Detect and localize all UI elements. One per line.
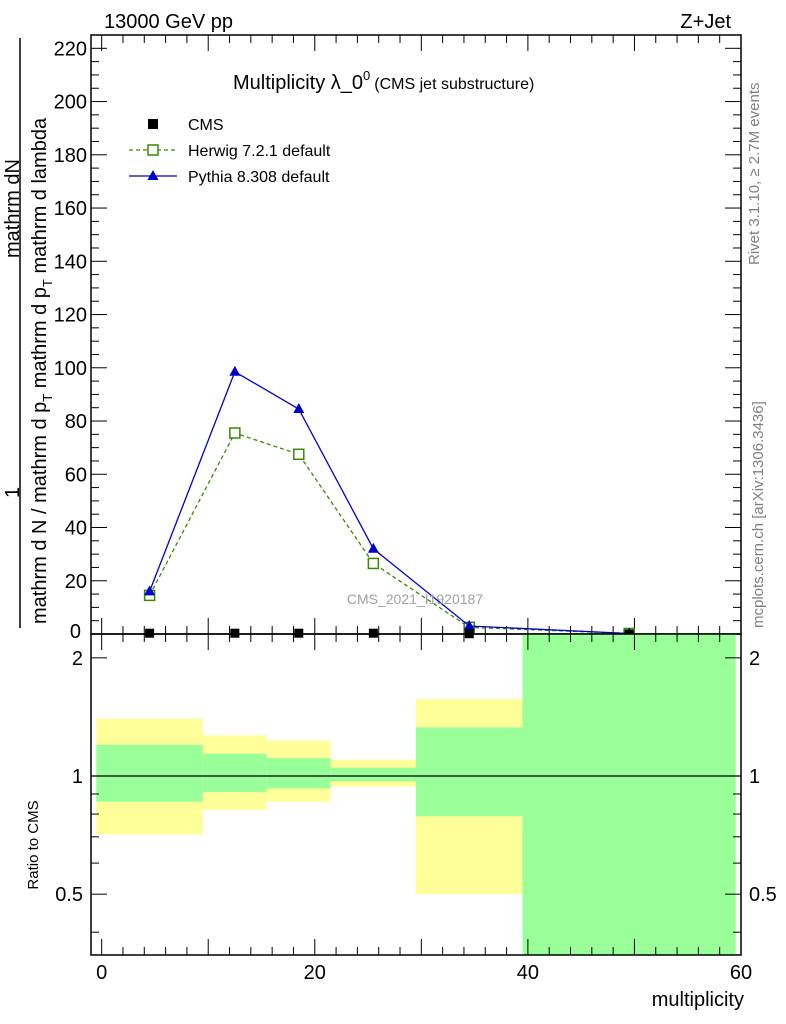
ylabel-denominator-sub2: T — [40, 279, 55, 287]
ratio-ylabel: Ratio to CMS — [25, 800, 42, 889]
ylabel-denominator-sub: T — [40, 394, 55, 402]
main-ytick-label: 120 — [54, 305, 87, 327]
plot-title: Multiplicity λ_00 (CMS jet substructure) — [233, 68, 534, 94]
ratio-xtick-label: 20 — [304, 962, 326, 984]
ylabel-numerator: mathrm d N / mathrm d pT mathrm d pT mat… — [29, 117, 55, 624]
ratio-xtick-label: 0 — [96, 962, 107, 984]
header-process: Z+Jet — [680, 11, 731, 33]
main-ytick-label: 80 — [65, 411, 87, 433]
plot-title-sup: 0 — [363, 68, 370, 83]
herwig-point — [293, 448, 305, 461]
header-energy: 13000 GeV pp — [104, 11, 233, 33]
pythia-point — [229, 365, 241, 376]
herwig-point — [367, 557, 380, 570]
main-ytick-label: 140 — [54, 251, 87, 273]
main-ytick-label-zero: 0 — [70, 621, 81, 643]
main-ytick-label: 220 — [54, 38, 87, 60]
main-ytick-label: 60 — [65, 464, 87, 486]
ratio-band-green-2 — [266, 758, 331, 789]
side-text-mcplots: mcplots.cern.ch [arXiv:1306.3436] — [750, 401, 767, 628]
ratio-ytick-label: 1 — [72, 766, 83, 788]
ratio-xtick-label: 60 — [730, 962, 752, 984]
ylabel-one: 1 — [2, 487, 24, 498]
ratio-band-green-0 — [96, 744, 203, 802]
ratio-ytick-label-right: 2 — [749, 648, 760, 670]
main-panel: 20 40 60 80 100 120 140 160 180 200 220 0 CMS Herwig … — [54, 34, 742, 643]
main-ytick-label: 180 — [54, 145, 87, 167]
ratio-band-green-3 — [330, 767, 416, 782]
ylabel-denominator-mid: mathrm d p — [29, 287, 51, 394]
main-ytick-label: 20 — [65, 571, 87, 593]
ratio-ytick-label-right: 1 — [749, 766, 760, 788]
legend-label-0: CMS — [188, 117, 224, 134]
pythia-point — [293, 403, 305, 414]
side-text-rivet: Rivet 3.1.10, ≥ 2.7M events — [746, 83, 763, 266]
ratio-band-green-1 — [202, 753, 267, 793]
pythia-line — [149, 370, 630, 635]
herwig-point — [229, 427, 241, 439]
main-ylabel: 1 mathrm d N / mathrm d pT mathrm d pT m… — [2, 38, 55, 628]
legend-label-1: Herwig 7.2.1 default — [188, 143, 331, 160]
ratio-ytick-label-right: 0.5 — [749, 884, 777, 906]
legend-herwig-marker — [147, 144, 159, 156]
legend: CMS Herwig 7.2.1 default Pythia 8.308 defa… — [129, 117, 331, 186]
plot-title-main: Multiplicity λ_0 — [233, 72, 363, 94]
main-ytick-label: 100 — [54, 358, 87, 380]
pythia-point — [463, 620, 475, 631]
legend-label-2: Pythia 8.308 default — [188, 169, 330, 186]
ylabel-denominator: mathrm d N / mathrm d p — [29, 402, 51, 624]
ratio-ytick-label: 2 — [72, 648, 83, 670]
cms-point — [145, 628, 155, 638]
ratio-band-green-4 — [416, 727, 523, 817]
pythia-point — [144, 585, 156, 596]
cms-point — [368, 628, 378, 638]
ratio-frame — [90, 633, 742, 956]
cms-point — [230, 628, 240, 638]
ratio-ytick-label: 0.5 — [55, 884, 83, 906]
ratio-band-green-5 — [522, 634, 736, 955]
plot-title-sub: (CMS jet substructure) — [374, 76, 534, 93]
legend-pythia-marker — [147, 170, 159, 180]
ylabel-dN: mathrm dN — [2, 159, 24, 258]
main-ytick-label: 200 — [54, 92, 87, 114]
ylabel-denominator-tail: mathrm d lambda — [29, 117, 51, 279]
ratio-panel: 0 20 40 60 0.5 0.5 1 1 2 2 — [55, 633, 777, 984]
herwig-line — [149, 432, 630, 635]
main-ytick-label: 40 — [65, 518, 87, 540]
watermark: CMS_2021_I1920187 — [347, 591, 483, 607]
ratio-xtick-label: 40 — [517, 962, 539, 984]
main-ytick-label: 160 — [54, 198, 87, 220]
pythia-point — [367, 542, 379, 553]
cms-point — [294, 628, 304, 638]
xlabel: multiplicity — [652, 989, 744, 1011]
legend-cms-marker — [148, 119, 158, 129]
